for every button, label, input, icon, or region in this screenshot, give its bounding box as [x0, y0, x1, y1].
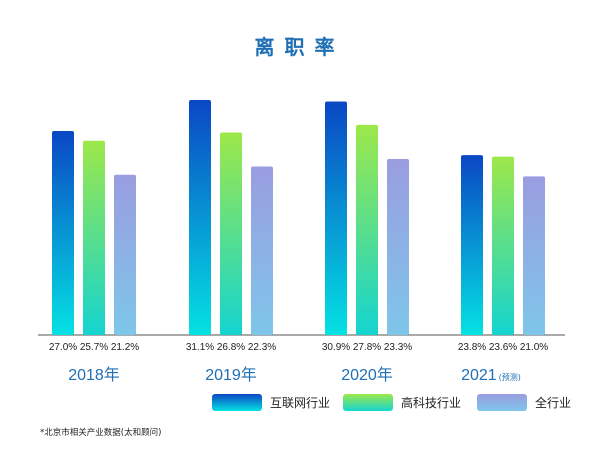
legend-swatch-0 [212, 394, 262, 411]
category-label: 2020年 [341, 366, 393, 384]
value-label: 25.7% [80, 342, 108, 353]
value-label: 26.8% [217, 342, 245, 353]
bar-1-0 [189, 100, 211, 335]
bar-0-0 [52, 130, 74, 335]
value-label: 23.8% [458, 342, 486, 353]
bar-3-2 [523, 176, 545, 335]
bar-3-1 [492, 156, 514, 335]
legend-label: 高科技行业 [401, 395, 461, 410]
value-label: 23.6% [489, 342, 517, 353]
category-label: 2018年 [68, 366, 120, 384]
category-note: (预测) [499, 372, 521, 382]
source-note: *北京市相关产业数据(太和顾问) [40, 427, 161, 438]
bar-0-1 [83, 140, 105, 335]
legend-swatch-1 [343, 394, 393, 411]
value-label: 31.1% [186, 342, 214, 353]
value-label: 30.9% [322, 342, 350, 353]
bar-2-0 [325, 101, 347, 335]
legend-label: 全行业 [535, 395, 571, 410]
value-label: 23.3% [384, 342, 412, 353]
value-label: 22.3% [248, 342, 276, 353]
bar-1-2 [251, 166, 273, 335]
category-label: 2019年 [205, 366, 257, 384]
bar-1-1 [220, 132, 242, 335]
value-label: 27.0% [49, 342, 77, 353]
value-label: 27.8% [353, 342, 381, 353]
bar-2-2 [387, 158, 409, 335]
bar-2-1 [356, 124, 378, 335]
legend-swatch-2 [477, 394, 527, 411]
bar-3-0 [461, 155, 483, 335]
category-label: 2021 (预测) [461, 367, 521, 384]
chart-title: 离职率 [255, 35, 345, 59]
value-label: 21.0% [520, 342, 548, 353]
legend-label: 互联网行业 [270, 396, 330, 410]
value-label: 21.2% [111, 342, 139, 353]
bar-0-2 [114, 174, 136, 335]
